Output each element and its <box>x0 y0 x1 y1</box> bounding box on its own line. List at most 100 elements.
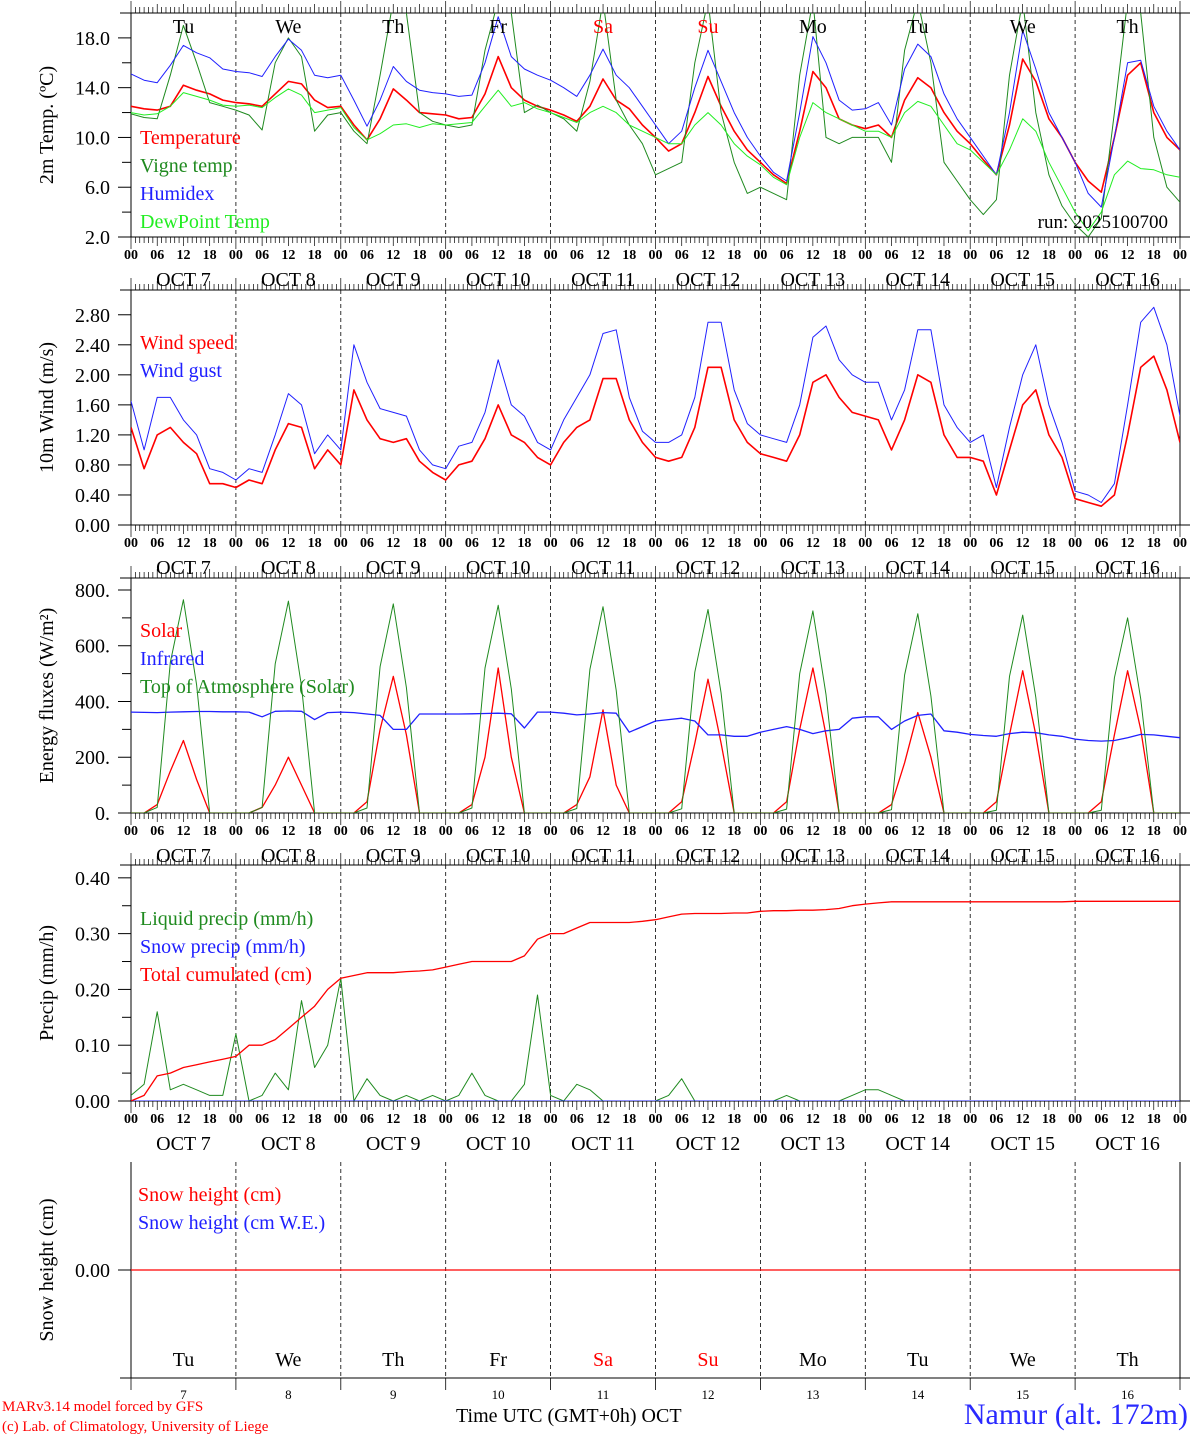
hour-label: 18 <box>832 824 846 839</box>
weekday-label: Su <box>697 16 718 38</box>
legend-entry: Snow precip (mm/h) <box>140 936 306 958</box>
series-line-humidex <box>131 16 1180 208</box>
hour-label: 00 <box>649 248 663 263</box>
series-group <box>131 900 1180 1101</box>
series-line-wind-speed <box>131 355 1180 508</box>
date-label: OCT 14 <box>885 269 950 291</box>
hour-label: 12 <box>701 1112 715 1127</box>
hour-label: 18 <box>727 824 741 839</box>
hour-label: 12 <box>176 536 190 551</box>
hour-label: 00 <box>1068 248 1082 263</box>
hour-label: 18 <box>1042 1112 1056 1127</box>
hour-label: 06 <box>989 1112 1003 1127</box>
hour-label: 12 <box>701 248 715 263</box>
weekday-label: Mo <box>799 16 827 38</box>
hour-label: 00 <box>753 536 767 551</box>
lab-credit: (c) Lab. of Climatology, University of L… <box>2 1419 269 1435</box>
hour-label: 06 <box>360 248 374 263</box>
hour-label: 18 <box>832 1112 846 1127</box>
hour-label: 00 <box>858 536 872 551</box>
hour-label: 18 <box>517 248 531 263</box>
hour-label: 00 <box>649 1112 663 1127</box>
hour-label: 18 <box>308 248 322 263</box>
hour-label: 06 <box>570 536 584 551</box>
weekday-label: We <box>275 16 301 38</box>
panel-precip: 00 06 12 18 OCT 7 00 06 12 18 OCT 8 00 06 12 18 OCT 9 0… <box>36 853 1190 1155</box>
legend-entry: Vigne temp <box>140 155 233 177</box>
hour-label: 00 <box>649 536 663 551</box>
hour-label: 00 <box>334 1112 348 1127</box>
y-axis-label: Precip (mm/h) <box>36 925 58 1041</box>
y-tick-label: 18.0 <box>75 28 110 50</box>
hour-label: 12 <box>281 536 295 551</box>
date-label: OCT 8 <box>261 557 316 579</box>
y-tick-label: 2.80 <box>75 305 110 327</box>
weekday-label: Su <box>697 1349 718 1371</box>
hour-label: 12 <box>281 248 295 263</box>
hour-label: 00 <box>124 248 138 263</box>
model-credit: MARv3.14 model forced by GFS <box>2 1399 204 1415</box>
hour-label: 06 <box>255 248 269 263</box>
legend-entry: Solar <box>140 620 183 642</box>
legend-entry: Liquid precip (mm/h) <box>140 908 313 930</box>
hour-label: 12 <box>491 536 505 551</box>
hour-label: 18 <box>727 536 741 551</box>
day-number-label: 15 <box>1016 1387 1029 1402</box>
hour-label: 00 <box>229 536 243 551</box>
x-axis-label: Time UTC (GMT+0h) OCT <box>456 1405 682 1427</box>
hour-label: 06 <box>465 1112 479 1127</box>
hour-label: 12 <box>596 824 610 839</box>
hour-label: 00 <box>963 248 977 263</box>
hour-label: 06 <box>675 536 689 551</box>
hour-label: 06 <box>885 824 899 839</box>
hour-label: 00 <box>858 824 872 839</box>
hour-label: 06 <box>1094 248 1108 263</box>
hour-label: 00 <box>753 1112 767 1127</box>
weekday-label: Sa <box>593 1349 613 1371</box>
hour-label: 12 <box>1121 536 1135 551</box>
hour-label: 18 <box>308 824 322 839</box>
day-number-label: 11 <box>597 1387 610 1402</box>
weekday-label: Th <box>382 1349 404 1371</box>
series-line-top-of-atmosphere-solar <box>131 599 1180 813</box>
hour-label: 06 <box>465 248 479 263</box>
weekday-label: We <box>1010 16 1036 38</box>
y-tick-label: 200. <box>75 747 110 769</box>
day-number-label: 16 <box>1121 1387 1135 1402</box>
hour-label: 00 <box>1068 1112 1082 1127</box>
hour-label: 12 <box>911 536 925 551</box>
hour-label: 06 <box>675 248 689 263</box>
hour-label: 06 <box>780 536 794 551</box>
hour-label: 00 <box>649 824 663 839</box>
hour-label: 12 <box>806 824 820 839</box>
hour-label: 00 <box>334 248 348 263</box>
weekday-label: Fr <box>489 1349 507 1371</box>
hour-label: 12 <box>491 248 505 263</box>
weekday-label: Tu <box>907 16 929 38</box>
series-line-infrared <box>131 710 1180 742</box>
hour-label: 00 <box>1068 536 1082 551</box>
hour-label: 00 <box>544 248 558 263</box>
hour-label: 00 <box>1173 248 1187 263</box>
hour-label: 00 <box>229 824 243 839</box>
hour-label: 18 <box>937 536 951 551</box>
hour-label: 06 <box>989 824 1003 839</box>
hour-label: 18 <box>832 248 846 263</box>
y-tick-label: 2.40 <box>75 335 110 357</box>
hour-label: 18 <box>622 1112 636 1127</box>
legend-entry: Snow height (cm W.E.) <box>138 1212 325 1234</box>
hour-label: 18 <box>517 824 531 839</box>
day-number-label: 9 <box>390 1387 397 1402</box>
date-label: OCT 12 <box>676 1133 741 1155</box>
hour-label: 06 <box>360 536 374 551</box>
hour-label: 00 <box>544 536 558 551</box>
hour-label: 12 <box>701 824 715 839</box>
hour-label: 06 <box>255 824 269 839</box>
hour-label: 12 <box>1121 1112 1135 1127</box>
date-label: OCT 13 <box>781 269 846 291</box>
hour-label: 00 <box>753 824 767 839</box>
date-label: OCT 16 <box>1095 557 1160 579</box>
legend-entry: Total cumulated (cm) <box>140 964 312 986</box>
legend-entry: Wind speed <box>140 332 234 354</box>
date-label: OCT 8 <box>261 269 316 291</box>
